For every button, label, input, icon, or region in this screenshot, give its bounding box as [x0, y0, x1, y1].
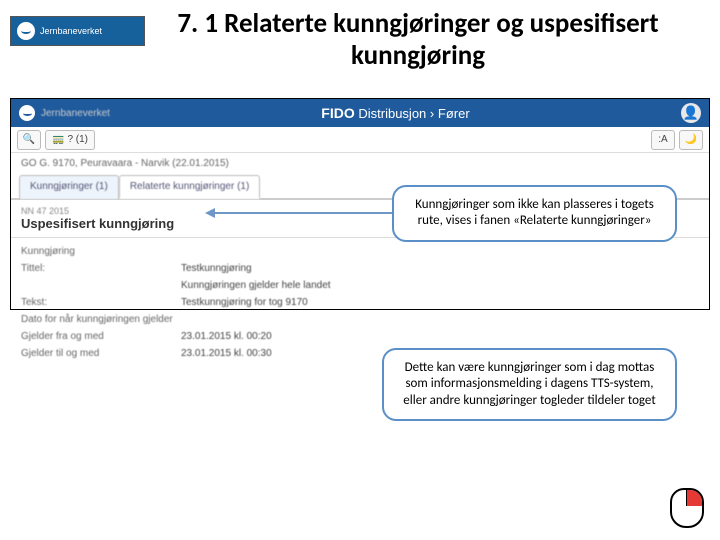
logo-circle-icon [17, 22, 35, 40]
app-subtitle: Distribusjon [358, 106, 426, 121]
form-row: Kunngjøring [21, 246, 699, 257]
form-row: Kunngjøringen gjelder hele landet [21, 280, 699, 291]
app-brand-text: Jernbaneverket [41, 108, 110, 119]
tab-kunngjoringer[interactable]: Kunngjøringer (1) [19, 175, 119, 199]
form-row: Dato for når kunngjøringen gjelder [21, 314, 699, 325]
form-label: Kunngjøring [21, 246, 181, 257]
form-label: Dato for når kunngjøringen gjelder [21, 314, 181, 325]
form-label: Tittel: [21, 263, 181, 274]
logo-text: Jernbaneverket [40, 26, 102, 36]
arrow-to-tabs [208, 212, 392, 214]
flag-count: ? (1) [67, 134, 88, 145]
form-label: Gjelder til og med [21, 348, 181, 359]
app-name: FIDO [321, 105, 354, 121]
callout-tts: Dette kan være kunngjøringer som i dag m… [382, 348, 677, 421]
form-row: Gjelder fra og med23.01.2015 kl. 00:20 [21, 331, 699, 342]
form-label [21, 280, 181, 291]
breadcrumb: GO G. 9170, Peuravaara - Narvik (22.01.2… [11, 153, 709, 174]
slide-title: 7. 1 Relaterte kunngjøringer og uspesifi… [158, 8, 678, 73]
form-value: Kunngjøringen gjelder hele landet [181, 280, 331, 291]
user-avatar-icon[interactable]: 👤 [681, 103, 701, 123]
form-label: Gjelder fra og med [21, 331, 181, 342]
logo-badge: Jernbaneverket [10, 16, 145, 46]
callout-relaterte: Kunngjøringer som ikke kan plasseres i t… [392, 185, 677, 242]
app-role: Fører [438, 106, 470, 121]
form-label: Tekst: [21, 297, 181, 308]
toolbar: 🔍 🚃 ? (1) :A 🌙 [11, 127, 709, 153]
app-logo-icon [19, 105, 35, 121]
crumb-sep: › [430, 106, 434, 121]
form-value: 23.01.2015 kl. 00:20 [181, 331, 272, 342]
mouse-icon [670, 488, 706, 530]
form-value: Testkunngjøring [181, 263, 252, 274]
form-row: Tekst:Testkunngjøring for tog 9170 [21, 297, 699, 308]
search-button[interactable]: 🔍 [17, 130, 41, 150]
app-title: FIDO Distribusjon › Fører [110, 105, 681, 121]
font-size-button[interactable]: :A [651, 130, 675, 150]
night-mode-button[interactable]: 🌙 [679, 130, 703, 150]
app-header-bar: Jernbaneverket FIDO Distribusjon › Fører… [11, 99, 709, 127]
form-row: Tittel:Testkunngjøring [21, 263, 699, 274]
form-value: Testkunngjøring for tog 9170 [181, 297, 308, 308]
train-filter-button[interactable]: 🚃 ? (1) [45, 130, 95, 150]
tab-relaterte[interactable]: Relaterte kunngjøringer (1) [119, 175, 261, 199]
train-icon: 🚃 [52, 134, 64, 145]
form-value: 23.01.2015 kl. 00:30 [181, 348, 272, 359]
